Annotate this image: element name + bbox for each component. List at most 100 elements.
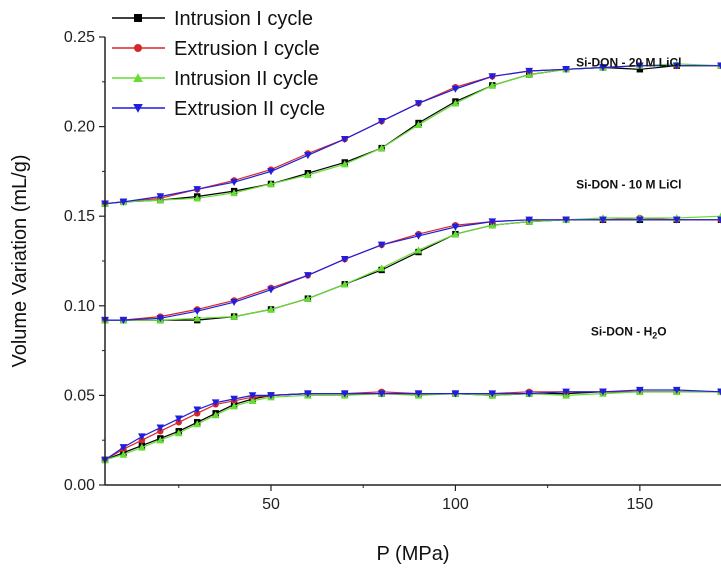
data-point [488,218,497,226]
y-tick-label: 0.05 [64,387,95,404]
data-point [133,104,143,113]
group-label: Si-DON - H2O [591,324,667,340]
data-point [193,420,202,428]
series-line [104,65,721,205]
data-point [451,230,460,238]
x-tick-label: 50 [262,496,280,513]
data-point [636,62,644,70]
series-line [104,389,721,461]
y-axis-title: Volume Variation (mL/g) [9,154,31,367]
data-point [525,216,534,224]
data-point [377,118,386,126]
data-point [230,395,238,403]
data-point [193,307,202,316]
y-tick-label: 0.20 [64,119,95,136]
data-point [156,193,165,201]
data-point [267,286,275,294]
series-line [105,215,721,321]
data-point [174,415,183,423]
legend-label: Intrusion II cycle [174,68,319,90]
data-point [672,216,681,224]
data-point [119,450,128,458]
data-point [340,256,349,264]
data-point [672,62,681,70]
data-point [377,390,386,398]
data-point [717,388,721,396]
x-tick-label: 100 [442,496,469,513]
data-point [525,390,534,398]
annotation-layer: Si-DON - 20 M LiCl Si-DON - 10 M LiCl Si-D… [576,56,681,341]
y-tick-label: 0.25 [64,29,95,46]
data-point [414,100,423,108]
series-line [105,219,721,321]
ticks-layer: 0.00 0.05 0.10 0.15 0.20 0.25 50 100 150 [64,29,653,513]
data-point [340,390,349,398]
data-point [267,392,275,400]
data-point [193,186,202,194]
data-point [525,67,534,75]
data-point [488,73,497,81]
data-point [414,390,423,398]
legend-item: Intrusion II cycle [112,68,319,90]
data-point [488,81,497,89]
data-point [562,66,570,74]
data-point [414,246,423,254]
data-point [414,120,423,129]
data-point [451,390,460,398]
data-point [304,272,312,280]
data-point [340,280,349,288]
data-point [156,424,165,432]
data-point [377,144,386,152]
data-point [230,299,238,307]
data-point [304,171,312,179]
legend-item: Extrusion I cycle [112,38,320,60]
data-point [248,392,257,400]
data-point [138,433,146,441]
data-point [267,168,275,176]
data-point [267,180,275,188]
data-point [377,241,386,249]
data-point [156,436,165,444]
data-point [488,390,497,398]
data-point [599,216,607,224]
data-point [414,232,423,240]
legend-label: Extrusion II cycle [174,98,325,120]
data-point [304,152,312,160]
data-point [248,396,257,404]
series-line [104,391,721,461]
data-point [119,198,128,206]
data-point [134,14,142,22]
data-point [230,402,238,410]
data-point [230,312,238,320]
y-tick-label: 0.00 [64,477,95,494]
data-point [174,429,183,437]
series-group-0 [101,60,721,208]
data-point [304,390,312,398]
data-point [562,216,570,224]
series-line [105,219,721,321]
series-layer [101,60,721,464]
data-point [156,315,165,323]
data-point [599,64,607,72]
legend-label: Intrusion I cycle [174,8,313,30]
series-group-1 [101,212,721,324]
data-point [134,44,142,52]
data-point [193,406,202,414]
data-point [717,216,721,224]
y-tick-label: 0.10 [64,298,95,315]
data-point [230,189,238,197]
data-point [119,444,128,452]
data-point [133,73,143,82]
data-point [340,135,349,143]
data-point [304,294,312,302]
data-point [267,305,275,313]
data-point [119,316,128,324]
x-axis-title: P (MPa) [377,543,450,565]
legend-item: Extrusion II cycle [112,98,325,120]
series-group-2 [101,386,721,464]
data-point [193,314,202,322]
data-point [636,216,644,224]
chart-legend: Intrusion I cycle Extrusion I cycle Intrus… [112,8,325,120]
legend-label: Extrusion I cycle [174,38,320,60]
